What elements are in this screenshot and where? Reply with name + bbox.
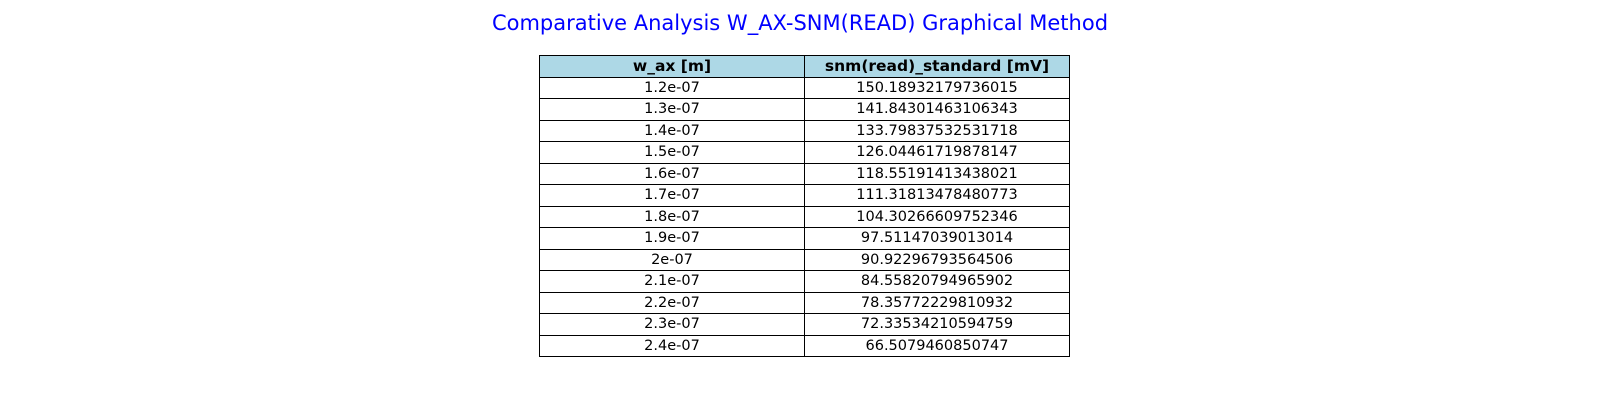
cell-snm-read: 72.33534210594759 [804, 313, 1070, 336]
cell-w-ax: 1.8e-07 [539, 205, 805, 228]
cell-w-ax: 1.7e-07 [539, 184, 805, 207]
cell-snm-read: 66.5079460850747 [804, 334, 1070, 357]
cell-snm-read: 133.79837532531718 [804, 119, 1070, 142]
table-header-row: w_ax [m] snm(read)_standard [mV] [539, 55, 1070, 78]
cell-snm-read: 104.30266609752346 [804, 205, 1070, 228]
cell-snm-read: 97.51147039013014 [804, 227, 1070, 250]
table-row: 1.7e-07 111.31813478480773 [539, 184, 1070, 207]
cell-w-ax: 2.1e-07 [539, 270, 805, 293]
cell-snm-read: 118.55191413438021 [804, 162, 1070, 185]
data-table: w_ax [m] snm(read)_standard [mV] 1.2e-07… [539, 55, 1070, 357]
cell-snm-read: 84.55820794965902 [804, 270, 1070, 293]
chart-title: Comparative Analysis W_AX-SNM(READ) Grap… [491, 11, 1109, 35]
cell-snm-read: 141.84301463106343 [804, 98, 1070, 121]
cell-snm-read: 126.04461719878147 [804, 141, 1070, 164]
table-row: 1.8e-07 104.30266609752346 [539, 205, 1070, 228]
cell-w-ax: 1.2e-07 [539, 76, 805, 99]
cell-w-ax: 2e-07 [539, 248, 805, 271]
cell-w-ax: 1.6e-07 [539, 162, 805, 185]
cell-w-ax: 2.4e-07 [539, 334, 805, 357]
table-row: 2.4e-07 66.5079460850747 [539, 334, 1070, 357]
cell-snm-read: 90.92296793564506 [804, 248, 1070, 271]
cell-w-ax: 1.9e-07 [539, 227, 805, 250]
table-row: 1.3e-07 141.84301463106343 [539, 98, 1070, 121]
cell-snm-read: 150.18932179736015 [804, 76, 1070, 99]
table-row: 2.1e-07 84.55820794965902 [539, 270, 1070, 293]
table-row: 2.2e-07 78.35772229810932 [539, 291, 1070, 314]
table-body: 1.2e-07 150.18932179736015 1.3e-07 141.8430… [539, 76, 1070, 357]
table-row: 1.2e-07 150.18932179736015 [539, 76, 1070, 99]
cell-w-ax: 2.2e-07 [539, 291, 805, 314]
cell-w-ax: 1.5e-07 [539, 141, 805, 164]
cell-snm-read: 111.31813478480773 [804, 184, 1070, 207]
table-row: 1.6e-07 118.55191413438021 [539, 162, 1070, 185]
column-header-snm-read: snm(read)_standard [mV] [804, 55, 1070, 78]
cell-w-ax: 1.3e-07 [539, 98, 805, 121]
table-row: 1.4e-07 133.79837532531718 [539, 119, 1070, 142]
cell-snm-read: 78.35772229810932 [804, 291, 1070, 314]
cell-w-ax: 2.3e-07 [539, 313, 805, 336]
column-header-w-ax: w_ax [m] [539, 55, 805, 78]
table-row: 1.9e-07 97.51147039013014 [539, 227, 1070, 250]
table-row: 2.3e-07 72.33534210594759 [539, 313, 1070, 336]
table-row: 2e-07 90.92296793564506 [539, 248, 1070, 271]
cell-w-ax: 1.4e-07 [539, 119, 805, 142]
table-row: 1.5e-07 126.04461719878147 [539, 141, 1070, 164]
